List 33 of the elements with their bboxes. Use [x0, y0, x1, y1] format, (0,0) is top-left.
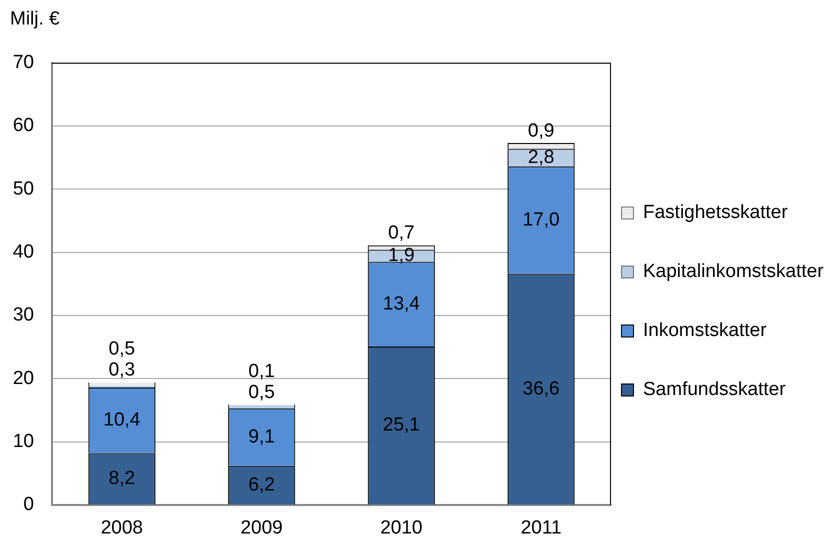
y-tick-label: 40 [12, 242, 34, 263]
legend-label: Samfundsskatter [643, 379, 786, 400]
data-label: 8,2 [108, 468, 136, 490]
legend-label: Kapitalinkomstskatter [643, 261, 824, 282]
x-tick-label: 2008 [100, 518, 144, 537]
data-label: 13,4 [382, 293, 420, 314]
y-tick-label: 50 [12, 178, 34, 200]
x-tick-label: 2011 [520, 518, 562, 537]
legend-label: Fastighetsskatter [643, 202, 788, 224]
data-label: 6,2 [248, 474, 275, 496]
data-label: 1,9 [388, 245, 415, 266]
data-label: 25,1 [382, 414, 420, 436]
data-label: 0,5 [108, 338, 136, 360]
legend-label: Inkomstskatter [643, 320, 768, 342]
data-label: 0,3 [108, 360, 136, 381]
y-tick-label: 0 [23, 494, 34, 516]
y-tick-label: 60 [12, 115, 34, 136]
x-tick-label: 2009 [240, 518, 283, 537]
data-label: 9,1 [248, 426, 275, 448]
data-label: 17,0 [522, 209, 560, 230]
data-label: 0,7 [388, 222, 415, 244]
data-label: 0,5 [248, 382, 275, 403]
y-tick-label: 30 [12, 304, 34, 326]
y-tick-label: 70 [12, 52, 34, 74]
x-tick-label: 2010 [380, 518, 423, 537]
data-label: 2,8 [528, 146, 554, 168]
y-tick-label: 10 [12, 431, 34, 452]
data-label: 0,1 [248, 360, 275, 382]
y-tick-label: 20 [12, 368, 34, 389]
y-axis-title: Milj. € [10, 8, 60, 30]
data-label: 10,4 [103, 410, 141, 431]
data-label: 36,6 [522, 378, 560, 400]
data-label: 0,9 [528, 120, 554, 142]
